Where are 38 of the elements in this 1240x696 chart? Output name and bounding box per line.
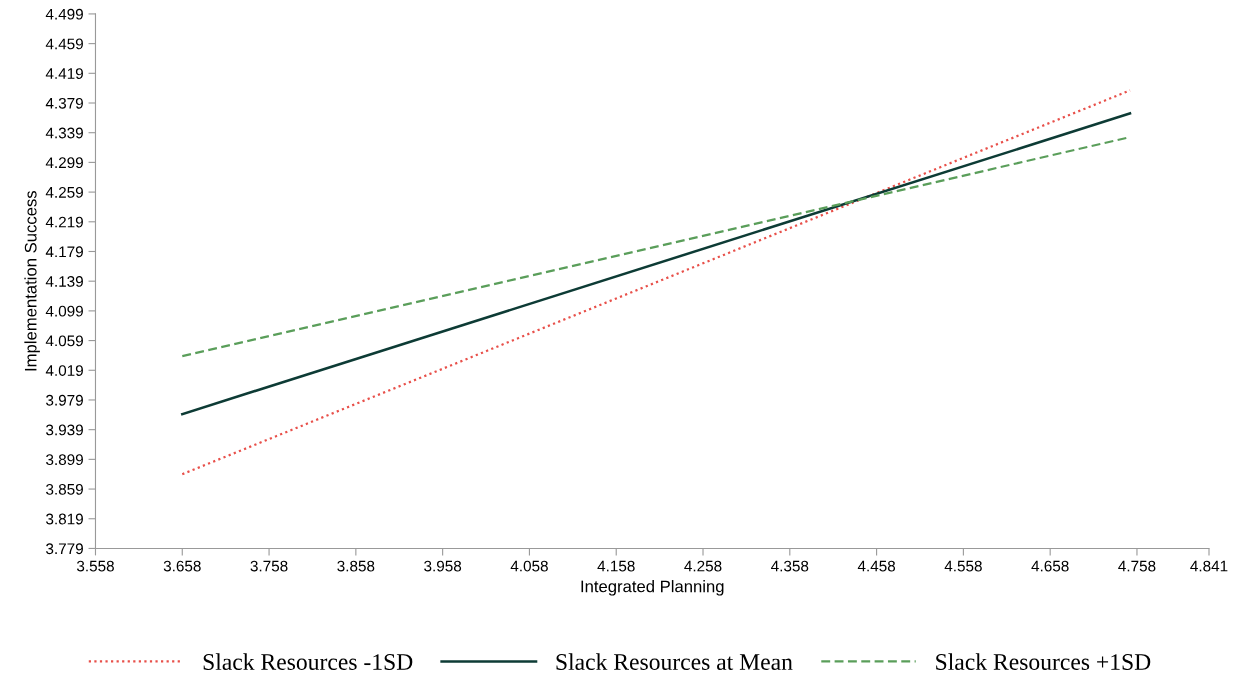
y-tick-label: 3.939 bbox=[46, 424, 83, 436]
y-tick-label: 3.979 bbox=[46, 394, 83, 406]
x-tick-label: 3.858 bbox=[337, 560, 375, 572]
y-tick-label: 4.339 bbox=[45, 127, 83, 139]
y-tick-label: 4.019 bbox=[45, 365, 83, 376]
x-tick-label: 4.458 bbox=[857, 560, 896, 572]
x-tick-label: 4.358 bbox=[771, 560, 809, 572]
y-tick-label: 4.379 bbox=[45, 97, 83, 109]
y-tick-label: 4.059 bbox=[45, 335, 83, 347]
x-axis-title: Integrated Planning bbox=[581, 580, 724, 596]
y-tick-label: 4.099 bbox=[45, 305, 83, 317]
y-tick-label: 4.259 bbox=[45, 186, 83, 198]
y-tick-label: 3.819 bbox=[46, 513, 83, 525]
x-tick-label: 4.058 bbox=[510, 560, 548, 572]
y-tick-label: 4.179 bbox=[45, 246, 83, 258]
y-tick-label: 4.219 bbox=[45, 216, 83, 228]
y-axis-title: Implementation Success bbox=[24, 191, 40, 371]
x-tick-label: 4.258 bbox=[684, 560, 722, 572]
y-tick-label: 4.419 bbox=[45, 68, 83, 79]
x-tick-label: 4.158 bbox=[597, 560, 635, 572]
x-tick-label: 4.841 bbox=[1190, 560, 1228, 572]
y-tick-label: 3.859 bbox=[46, 483, 83, 495]
legend-label: Slack Resources +1SD bbox=[936, 653, 1151, 670]
y-tick-label: 3.899 bbox=[46, 454, 83, 466]
y-tick-label: 3.779 bbox=[46, 543, 83, 555]
y-tick-label: 4.299 bbox=[45, 157, 83, 169]
x-tick-label: 3.658 bbox=[163, 560, 201, 572]
x-tick-label: 3.558 bbox=[76, 560, 114, 572]
y-tick-label: 4.459 bbox=[45, 38, 83, 50]
x-tick-label: 4.758 bbox=[1118, 560, 1156, 572]
x-tick-label: 3.958 bbox=[424, 560, 462, 572]
x-tick-label: 3.758 bbox=[250, 560, 288, 572]
x-tick-label: 4.558 bbox=[944, 560, 982, 572]
legend-label: Slack Resources -1SD bbox=[203, 653, 413, 670]
legend-label: Slack Resources at Mean bbox=[556, 653, 793, 670]
y-tick-label: 4.499 bbox=[45, 8, 83, 20]
y-tick-label: 4.139 bbox=[45, 276, 83, 287]
x-tick-label: 4.658 bbox=[1031, 560, 1069, 572]
